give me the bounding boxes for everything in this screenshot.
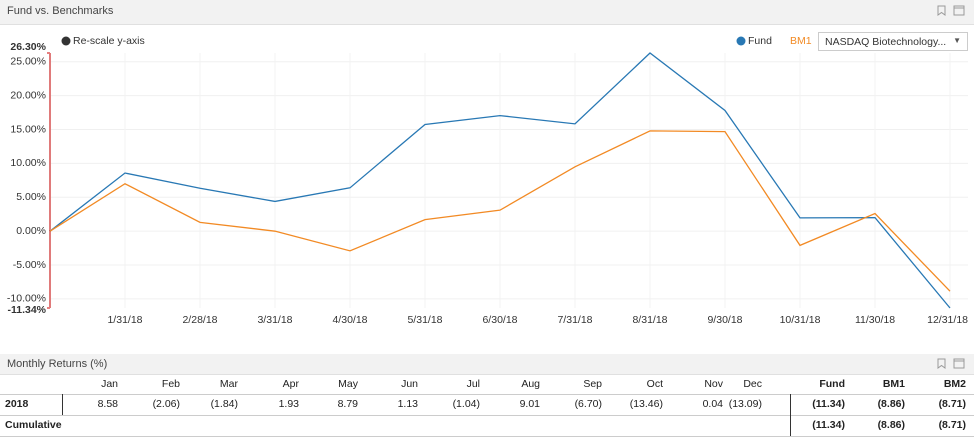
table-cell: Jan [101,378,118,390]
y-tick-label: -5.00% [13,259,46,271]
table-cell: (1.04) [452,398,480,410]
table-cell: (8.86) [877,398,905,410]
table-cell: Cumulative [5,419,62,431]
x-tick-label: 12/31/18 [927,314,968,326]
x-tick-label: 3/31/18 [257,314,292,326]
table-cell: (8.71) [938,419,966,431]
table-cell: BM2 [943,378,966,390]
y-tick-label: 5.00% [16,191,46,203]
col-line [62,394,63,415]
table-cell: BM1 [882,378,905,390]
x-tick-label: 10/31/18 [780,314,821,326]
table-cell: Dec [743,378,762,390]
x-tick-label: 7/31/18 [557,314,592,326]
series-line [49,52,951,309]
legend-label: Fund [748,35,772,47]
chart-panel-header: Fund vs. Benchmarks [0,0,974,25]
table-cell: Oct [646,378,663,390]
rescale-label[interactable]: Re-scale y-axis [73,35,145,47]
row-line [0,415,974,416]
table-cell: Sep [583,378,602,390]
table-cell: 8.79 [337,398,358,410]
panel-title: Monthly Returns (%) [7,358,108,370]
legend-label: BM1 [790,35,812,47]
dropdown-text: NASDAQ Biotechnology... [825,36,947,48]
table-cell: Aug [521,378,540,390]
table-cell: Mar [219,378,238,390]
table-cell: Fund [819,378,845,390]
table-cell: (13.46) [629,398,663,410]
table-cell: (13.09) [728,398,762,410]
range-label: 26.30% [10,41,46,53]
table-cell: 1.93 [278,398,299,410]
x-tick-label: 8/31/18 [632,314,667,326]
table-cell: (6.70) [574,398,602,410]
x-tick-label: 4/30/18 [332,314,367,326]
rescale-dot[interactable] [61,36,71,46]
row-line [0,436,974,437]
table-cell: (8.71) [938,398,966,410]
table-cell: 9.01 [519,398,540,410]
y-tick-label: 25.00% [10,56,46,68]
table-cell: Jul [466,378,480,390]
table-cell: 8.58 [97,398,118,410]
x-tick-label: 9/30/18 [707,314,742,326]
benchmark-dropdown[interactable]: NASDAQ Biotechnology... ▼ [818,32,968,51]
y-tick-label: 15.00% [10,123,46,135]
col-line [790,394,791,436]
table-cell: (11.34) [812,419,845,431]
chart: Re-scale y-axis -10.00% -5.00% 0.00% 5.00% 1… [7,35,968,326]
table-panel-header: Monthly Returns (%) [0,354,974,375]
row-line [0,394,974,395]
table-cell: (2.06) [152,398,180,410]
table-cell: (8.86) [877,419,905,431]
x-tick-label: 6/30/18 [482,314,517,326]
x-tick-label: 2/28/18 [182,314,217,326]
table-cell: 1.13 [397,398,418,410]
y-tick-label: 20.00% [10,89,46,101]
table-cell: Jun [401,378,418,390]
table-cell: Nov [704,378,723,390]
panel-icons[interactable] [936,5,966,16]
x-tick-label: 1/31/18 [107,314,142,326]
panel-icons[interactable] [936,358,966,369]
y-tick-label: 10.00% [10,157,46,169]
table-cell: Apr [282,378,299,390]
y-tick-label: -10.00% [7,293,46,305]
legend-marker [736,36,746,46]
table-cell: (1.84) [210,398,238,410]
y-tick-label: 0.00% [16,225,46,237]
table-cell: 2018 [5,398,29,410]
table-cell: 0.04 [702,398,723,410]
table-cell: May [338,378,358,390]
x-tick-label: 11/30/18 [855,314,895,326]
range-label: -11.34% [7,304,46,316]
table-cell: Feb [161,378,180,390]
table-cell: (11.34) [812,398,845,410]
panel-title: Fund vs. Benchmarks [7,5,114,17]
series-line [49,130,951,292]
x-tick-label: 5/31/18 [407,314,442,326]
